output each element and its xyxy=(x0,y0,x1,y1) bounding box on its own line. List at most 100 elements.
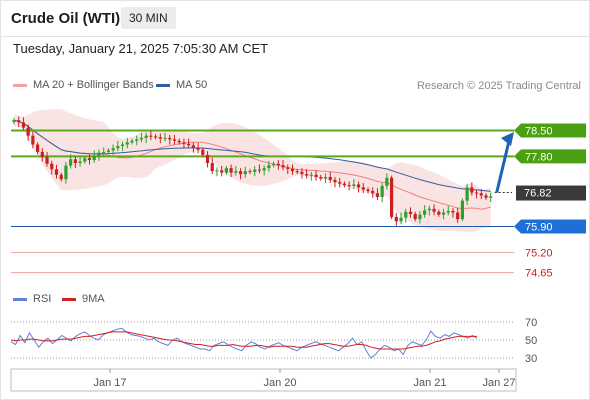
candle-body xyxy=(295,171,299,173)
candle-body xyxy=(92,155,96,161)
candle-body xyxy=(338,182,342,184)
rsi-tick-label: 70 xyxy=(525,317,537,329)
rsi-tick-label: 50 xyxy=(525,335,537,347)
candle-body xyxy=(309,174,313,176)
candle-body xyxy=(408,211,413,214)
legend-9ma: 9MA xyxy=(62,293,105,305)
candle-body xyxy=(50,163,54,170)
candle-body xyxy=(120,144,125,147)
candle-body xyxy=(130,140,134,143)
candle-body xyxy=(106,150,110,152)
price-level-label: 75.20 xyxy=(525,247,553,259)
candle-body xyxy=(144,135,148,138)
price-level-tag xyxy=(514,219,586,234)
instrument-title: Crude Oil (WTI) xyxy=(11,10,121,27)
ma50-swatch-icon xyxy=(156,83,170,87)
candle-body xyxy=(210,162,214,172)
candle-body xyxy=(139,137,144,140)
candle-body xyxy=(451,210,455,213)
candle-body xyxy=(323,177,328,179)
candle-body xyxy=(102,151,106,153)
candle-body xyxy=(432,208,436,212)
timeframe-badge[interactable]: 30 MIN xyxy=(121,7,176,29)
candle-body xyxy=(168,137,172,140)
candle-body xyxy=(205,154,210,163)
candle-body xyxy=(257,169,262,171)
candle-body xyxy=(437,211,441,215)
candle-body xyxy=(333,179,337,183)
candle-body xyxy=(380,185,384,197)
rsi-tick-label: 30 xyxy=(525,353,537,365)
candle-body xyxy=(314,174,318,178)
candle-body xyxy=(116,146,120,149)
candle-body xyxy=(182,142,186,144)
candle-body xyxy=(243,171,247,175)
candle-body xyxy=(352,184,356,186)
candle-body xyxy=(347,185,351,187)
candle-body xyxy=(154,136,158,138)
candle-body xyxy=(489,196,493,198)
candle-body xyxy=(366,189,370,192)
candle-body xyxy=(390,177,394,217)
candle-body xyxy=(64,165,68,180)
candle-body xyxy=(36,144,40,152)
candle-body xyxy=(97,152,101,156)
legend-9ma-label: 9MA xyxy=(82,293,105,305)
candle-body xyxy=(474,192,479,194)
candle-body xyxy=(149,135,153,137)
candle-body xyxy=(413,213,417,220)
candle-body xyxy=(125,142,129,145)
candle-body xyxy=(158,137,162,139)
candle-body xyxy=(17,120,21,123)
candle-body xyxy=(12,120,16,123)
ma50-line xyxy=(13,119,491,192)
candle-body xyxy=(272,163,276,166)
rsi-swatch-icon xyxy=(13,297,27,301)
candle-body xyxy=(177,140,181,143)
candle-body xyxy=(361,187,365,190)
candle-body xyxy=(267,165,271,169)
ma20-swatch-icon xyxy=(13,83,27,87)
candle-body xyxy=(191,145,195,148)
forecast-arrow-head xyxy=(501,132,514,146)
candle-body xyxy=(371,191,375,194)
candle-body xyxy=(111,148,115,151)
current-price-tag xyxy=(516,185,586,201)
candle-body xyxy=(290,168,295,172)
legend-rsi: RSI xyxy=(13,293,51,305)
candle-body xyxy=(470,187,474,193)
candle-body xyxy=(399,217,403,222)
candle-body xyxy=(201,149,205,155)
candle-body xyxy=(305,174,309,176)
candle-body xyxy=(460,200,464,220)
chart-datetime: Tuesday, January 21, 2025 7:05:30 AM CET xyxy=(13,41,269,56)
legend-ma20-label: MA 20 + Bollinger Bands xyxy=(33,79,154,91)
candle-body xyxy=(187,143,191,146)
price-level-tag xyxy=(514,123,586,138)
candle-body xyxy=(83,158,87,162)
candle-body xyxy=(87,158,92,161)
candle-body xyxy=(441,212,446,215)
candle-body xyxy=(465,187,469,201)
bollinger-band xyxy=(14,109,491,233)
candle-body xyxy=(21,122,26,128)
candle-body xyxy=(59,174,63,180)
candle-body xyxy=(427,208,431,211)
price-level-tag xyxy=(514,149,586,164)
price-level-label: 77.80 xyxy=(525,151,553,163)
candle-body xyxy=(224,168,228,173)
candle-body xyxy=(31,135,35,145)
candle-body xyxy=(342,183,346,186)
candle-body xyxy=(196,147,200,150)
candle-body xyxy=(418,214,422,220)
candle-body xyxy=(300,171,304,175)
candle-body xyxy=(253,169,257,172)
candle-body xyxy=(234,171,238,173)
legend-ma50-label: MA 50 xyxy=(176,79,208,91)
candle-body xyxy=(484,195,488,198)
candle-body xyxy=(220,170,224,173)
candle-body xyxy=(281,165,285,168)
candle-body xyxy=(54,169,59,175)
rsi-line xyxy=(10,327,478,359)
candle-body xyxy=(375,193,380,197)
